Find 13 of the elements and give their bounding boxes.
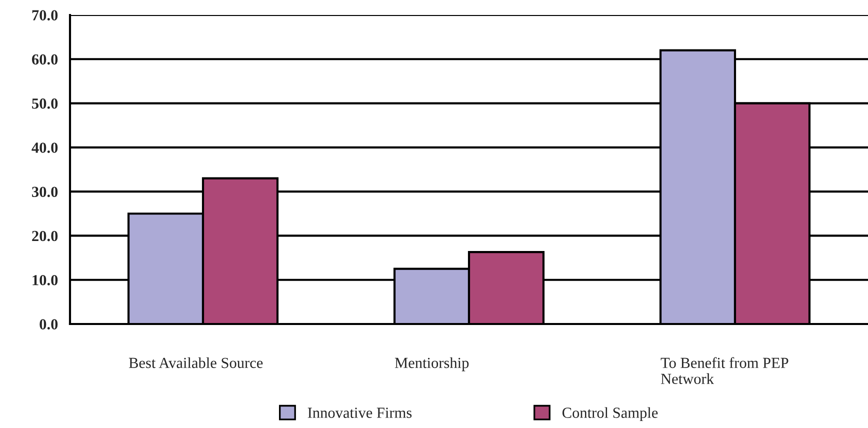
y-tick-label: 60.0: [32, 54, 58, 65]
y-tick-label: 70.0: [32, 10, 58, 21]
y-tick-label: 20.0: [32, 230, 58, 242]
y-tick-label: 30.0: [32, 186, 58, 198]
legend-label: Innovative Firms: [308, 408, 412, 418]
legend-label: Control Sample: [562, 407, 658, 422]
x-tick-label: Mentiorship: [394, 357, 469, 372]
y-tick-label: 50.0: [32, 98, 58, 109]
y-tick-label: 10.0: [32, 275, 58, 286]
x-tick-label: Best Available Source: [128, 357, 263, 368]
x-tick-label: To Benefit from PEP Network: [660, 357, 788, 384]
y-tick-label: 40.0: [32, 142, 58, 153]
y-tick-label: 0.0: [40, 319, 58, 330]
